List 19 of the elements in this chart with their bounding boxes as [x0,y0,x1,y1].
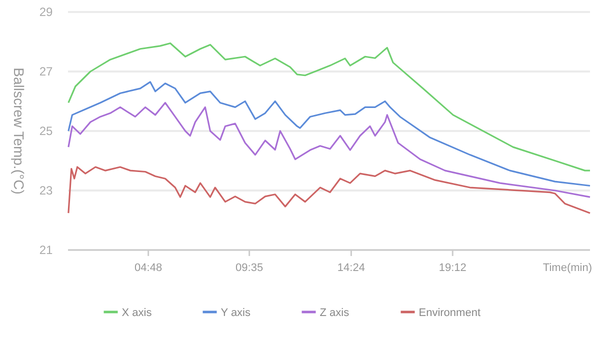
x-tick-label: 04:48 [134,262,162,274]
legend-label: Environment [418,307,481,319]
line-series [68,81,591,187]
line-series [68,102,591,198]
y-tick-label: 27 [39,64,53,78]
x-tick-label: 09:35 [236,262,264,274]
y-axis-title: Ballscrew Temp.(°C) [11,68,27,194]
legend-label: Y axis [220,307,252,319]
legend-label: Z axis [320,307,350,319]
x-axis-title: Time(min) [542,262,592,274]
y-tick-label: 29 [39,5,53,19]
x-tick-label: 19:12 [438,262,466,274]
y-tick-label: 23 [39,184,53,198]
legend-label: X axis [122,307,152,319]
line-series [68,166,591,214]
line-series [68,42,591,172]
y-tick-label: 21 [39,243,53,257]
x-tick-label: 14:24 [337,262,365,274]
y-tick-label: 25 [39,124,53,138]
